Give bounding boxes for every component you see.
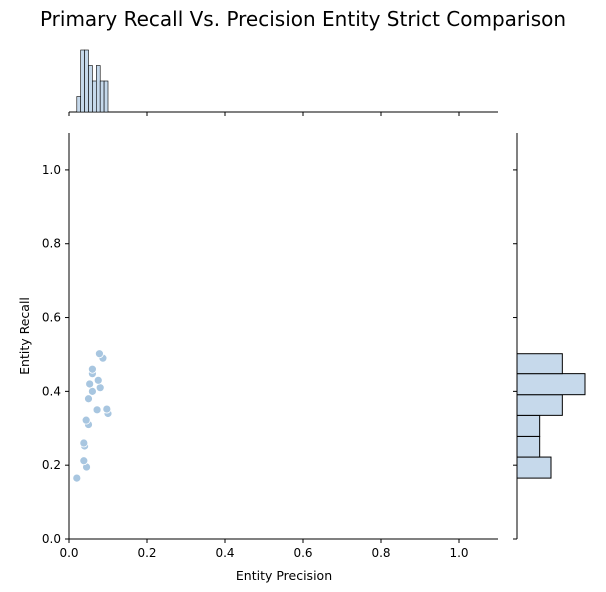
chart-title: Primary Recall Vs. Precision Entity Stri… <box>40 7 566 31</box>
data-point <box>102 404 112 414</box>
data-point <box>85 379 95 389</box>
data-point <box>92 405 102 415</box>
data-point <box>95 349 104 359</box>
y-tick-label: 0.8 <box>42 237 61 251</box>
data-point <box>81 415 91 425</box>
x-tick-label: 0.2 <box>137 546 156 560</box>
y-hist-bar <box>516 456 552 479</box>
x-tick-label: 0.4 <box>215 546 234 560</box>
data-point <box>93 375 103 385</box>
x-hist-bar <box>99 80 105 113</box>
data-point <box>84 394 93 404</box>
y-tick-label: 0.0 <box>42 532 61 546</box>
x-marginal-histogram <box>68 49 498 116</box>
y-tick-label: 1.0 <box>42 163 61 177</box>
y-tick-label: 0.2 <box>42 458 61 472</box>
y-marginal-histogram <box>513 133 586 540</box>
x-hist-bar <box>103 80 109 113</box>
scatter-plot-area: 0.0 0.2 0.4 0.6 0.8 1.0 0.0 0.2 0.4 0.6 0.8 1.0 <box>42 133 498 560</box>
y-hist-bar <box>516 373 586 396</box>
x-tick-label: 0.0 <box>59 546 78 560</box>
x-tick-label: 1.0 <box>449 546 468 560</box>
data-point <box>72 473 82 483</box>
y-hist-bar <box>516 394 563 416</box>
data-point <box>95 383 105 393</box>
y-tick-label: 0.4 <box>42 384 61 398</box>
x-hist-bar <box>76 96 82 113</box>
data-point <box>88 364 97 374</box>
x-tick-label: 0.6 <box>293 546 312 560</box>
y-hist-bar <box>516 353 563 375</box>
x-hist-bar <box>80 49 85 113</box>
data-point <box>79 438 89 448</box>
x-tick-label: 0.8 <box>371 546 390 560</box>
x-hist-bar <box>84 49 89 113</box>
y-tick-label: 0.6 <box>42 311 61 325</box>
y-axis-label: Entity Recall <box>17 297 32 375</box>
y-hist-bar <box>516 435 541 458</box>
data-point <box>88 386 97 396</box>
y-hist-bar <box>516 414 541 437</box>
x-hist-bar <box>92 80 97 113</box>
data-point <box>79 456 89 466</box>
x-hist-bar <box>96 65 101 113</box>
x-axis-label: Entity Precision <box>236 568 332 583</box>
x-hist-bar <box>88 65 93 113</box>
